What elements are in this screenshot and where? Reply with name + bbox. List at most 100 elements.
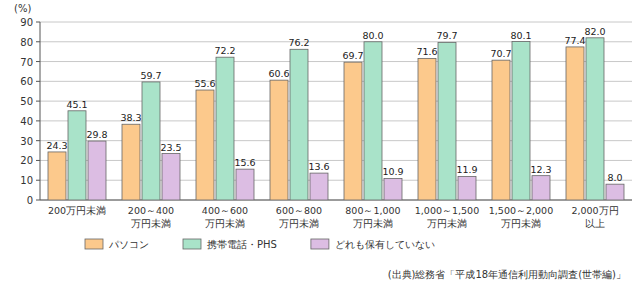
data-label: 29.8 (86, 129, 107, 140)
data-label: 23.5 (160, 142, 181, 153)
data-label: 80.1 (510, 30, 531, 41)
x-tick-label-line: 600～800 (276, 205, 322, 216)
bar (344, 62, 362, 200)
data-label: 13.6 (308, 161, 329, 172)
x-tick-label-line: 万円未満 (279, 218, 319, 229)
data-label: 71.6 (416, 46, 437, 57)
bar (236, 169, 254, 200)
bar (88, 141, 106, 200)
x-tick-label-line: 万円未満 (131, 218, 171, 229)
bar (270, 80, 288, 200)
bar (290, 49, 308, 200)
y-tick-label: 50 (20, 96, 33, 107)
legend-label: パソコン (108, 239, 149, 250)
y-tick (36, 81, 40, 82)
bar (162, 154, 180, 200)
legend-label: どれも保有していない (335, 239, 435, 250)
bar (48, 152, 66, 200)
chart-svg: 0102030405060708090(%)24.345.129.838.359… (0, 0, 636, 293)
x-tick-label: 800～1,000 万円未満 (345, 205, 400, 229)
x-tick-label-line: 1,500～2,000 (489, 205, 553, 216)
x-tick-label-line: 1,000～1,500 (415, 205, 479, 216)
grid-line (40, 81, 632, 82)
bar (310, 173, 328, 200)
grid (40, 22, 632, 200)
grid-line (40, 61, 632, 62)
bar (606, 184, 624, 200)
y-axis (40, 22, 41, 200)
data-label: 24.3 (46, 140, 67, 151)
y-tick (36, 120, 40, 121)
y-tick-label: 40 (20, 116, 33, 127)
data-label: 82.0 (584, 26, 605, 37)
y-tick (36, 160, 40, 161)
data-label: 77.4 (564, 35, 585, 46)
data-label: 69.7 (342, 50, 363, 61)
bar (364, 42, 382, 200)
bar (196, 90, 214, 200)
y-tick-label: 80 (20, 37, 33, 48)
data-label: 11.9 (456, 164, 477, 175)
x-tick-label-line: 万円未満 (501, 218, 541, 229)
x-tick-label: 2,000万円以上 (571, 205, 618, 229)
bar (586, 38, 604, 200)
x-tick-label-line: 万円未満 (427, 218, 467, 229)
data-label: 12.3 (530, 164, 551, 175)
y-axis-label: (%) (14, 3, 31, 14)
data-label: 10.9 (382, 166, 403, 177)
x-tick-label: 1,000～1,500 万円未満 (415, 205, 479, 229)
y-tick-label: 10 (20, 175, 33, 186)
data-label: 79.7 (436, 30, 457, 41)
x-tick-label: 600～800 万円未満 (276, 205, 322, 229)
y-tick-label: 70 (20, 57, 33, 68)
grid-line (40, 22, 632, 23)
y-tick-label: 20 (20, 155, 33, 166)
y-tick-label: 30 (20, 136, 33, 147)
legend-swatch (85, 239, 103, 249)
bar (142, 82, 160, 200)
x-tick-label-line: 800～1,000 (345, 205, 400, 216)
y-tick (36, 22, 40, 23)
x-tick-label: 200万円未満 (48, 205, 106, 216)
data-label: 8.0 (607, 172, 622, 183)
bar (68, 111, 86, 200)
bar (566, 47, 584, 200)
data-label: 38.3 (120, 112, 141, 123)
bar (384, 178, 402, 200)
source-note: (出典)総務省「平成18年通信利用動向調査(世帯編)」 (388, 269, 626, 280)
data-label: 15.6 (234, 157, 255, 168)
data-label: 72.2 (214, 45, 235, 56)
x-tick-label-line: 万円未満 (205, 218, 245, 229)
x-tick-label-line: 以上 (585, 218, 605, 229)
data-label: 80.0 (362, 30, 383, 41)
x-tick-label-line: 200～400 (128, 205, 174, 216)
y-tick-label: 0 (27, 195, 33, 206)
y-tick (36, 41, 40, 42)
legend: パソコン 携帯電話・PHS どれも保有していない (85, 239, 435, 250)
legend-swatch (183, 239, 201, 249)
data-labels: 24.345.129.838.359.723.555.672.215.660.6… (46, 26, 622, 183)
x-tick-label-line: 万円未満 (353, 218, 393, 229)
y-tick (36, 61, 40, 62)
data-label: 76.2 (288, 37, 309, 48)
y-tick (36, 140, 40, 141)
y-tick-label: 90 (20, 17, 33, 28)
bar (438, 42, 456, 200)
bar (122, 124, 140, 200)
data-label: 59.7 (140, 70, 161, 81)
data-label: 70.7 (490, 48, 511, 59)
x-tick-label-line: 400～600 (202, 205, 248, 216)
bar (418, 58, 436, 200)
legend-label: 携帯電話・PHS (207, 239, 277, 250)
y-tick (36, 200, 40, 201)
bar (512, 42, 530, 200)
bars (48, 38, 624, 200)
grid-line (40, 41, 632, 42)
bar (216, 57, 234, 200)
x-tick-label: 1,500～2,000 万円未満 (489, 205, 553, 229)
y-tick (36, 180, 40, 181)
bar (532, 176, 550, 200)
data-label: 55.6 (194, 78, 215, 89)
data-label: 45.1 (66, 99, 87, 110)
bar (458, 176, 476, 200)
